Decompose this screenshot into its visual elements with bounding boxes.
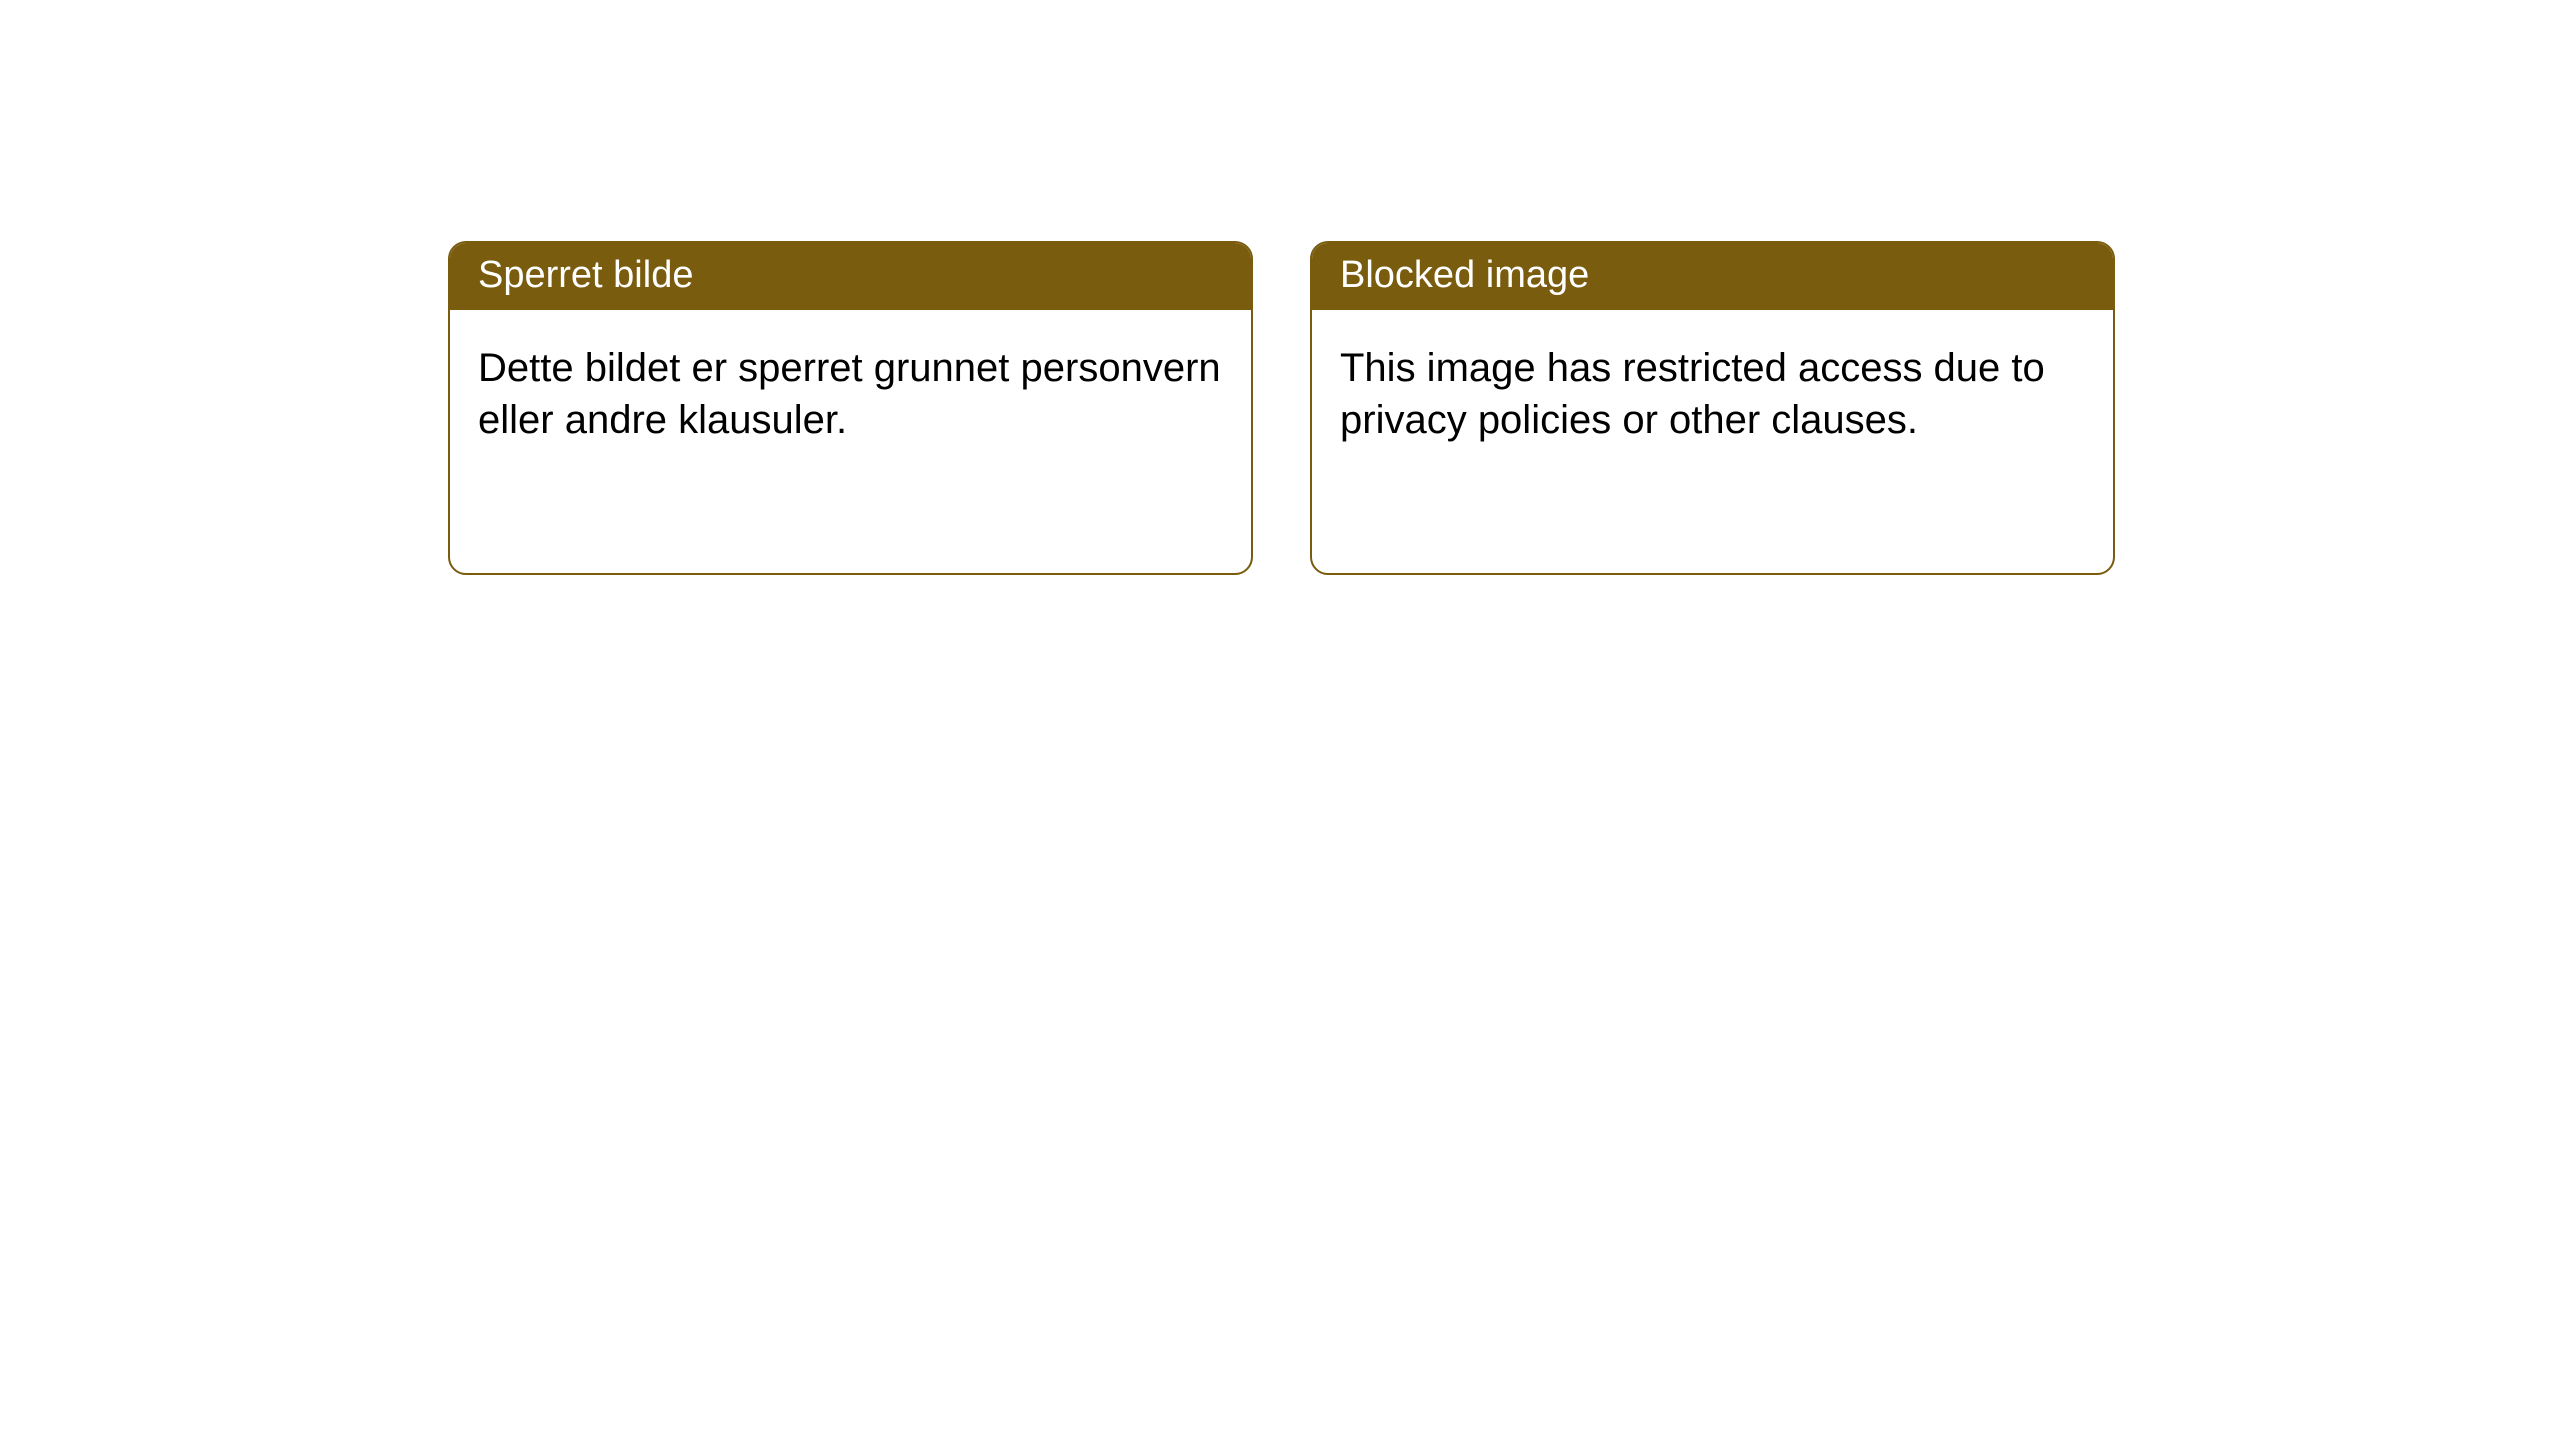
card-body-text: Dette bildet er sperret grunnet personve… [450, 310, 1251, 478]
card-header-title: Sperret bilde [450, 243, 1251, 310]
card-body-text: This image has restricted access due to … [1312, 310, 2113, 478]
card-header-title: Blocked image [1312, 243, 2113, 310]
notice-card-english: Blocked image This image has restricted … [1310, 241, 2115, 575]
notice-cards-container: Sperret bilde Dette bildet er sperret gr… [448, 241, 2560, 575]
notice-card-norwegian: Sperret bilde Dette bildet er sperret gr… [448, 241, 1253, 575]
